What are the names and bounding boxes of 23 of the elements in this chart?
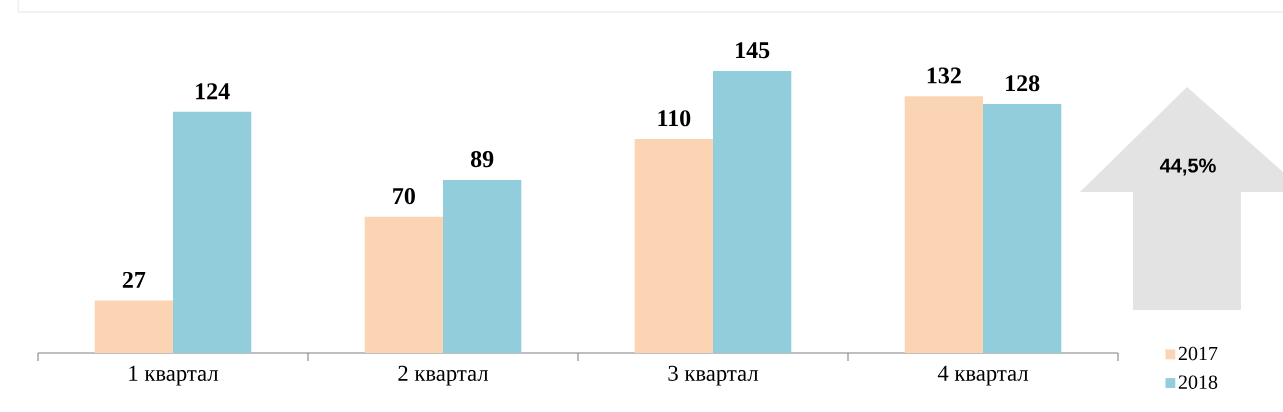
bar (983, 104, 1062, 353)
data-label: 145 (736, 42, 770, 59)
bar (634, 139, 713, 353)
legend-label: 2017 (1178, 346, 1218, 361)
bar (364, 216, 443, 353)
x-tick-label: 1 квартал (129, 365, 219, 386)
x-tick-label: 4 квартал (937, 365, 1029, 386)
data-label: 70 (393, 187, 415, 205)
x-tick-label: 2 квартал (398, 365, 489, 386)
bar (904, 96, 983, 353)
legend-label: 2018 (1178, 375, 1218, 389)
data-label: 27 (122, 271, 146, 288)
x-tick-label: 3 квартал (668, 365, 759, 386)
data-label: 124 (196, 83, 230, 100)
bar (713, 71, 792, 353)
text: 44,5% (1159, 158, 1216, 176)
data-label: 128 (1006, 75, 1040, 92)
bar (173, 111, 252, 353)
bar (94, 300, 173, 353)
data-label: 132 (927, 67, 961, 84)
bar (443, 179, 522, 353)
data-label: 110 (658, 110, 691, 127)
data-label: 89 (470, 151, 494, 168)
